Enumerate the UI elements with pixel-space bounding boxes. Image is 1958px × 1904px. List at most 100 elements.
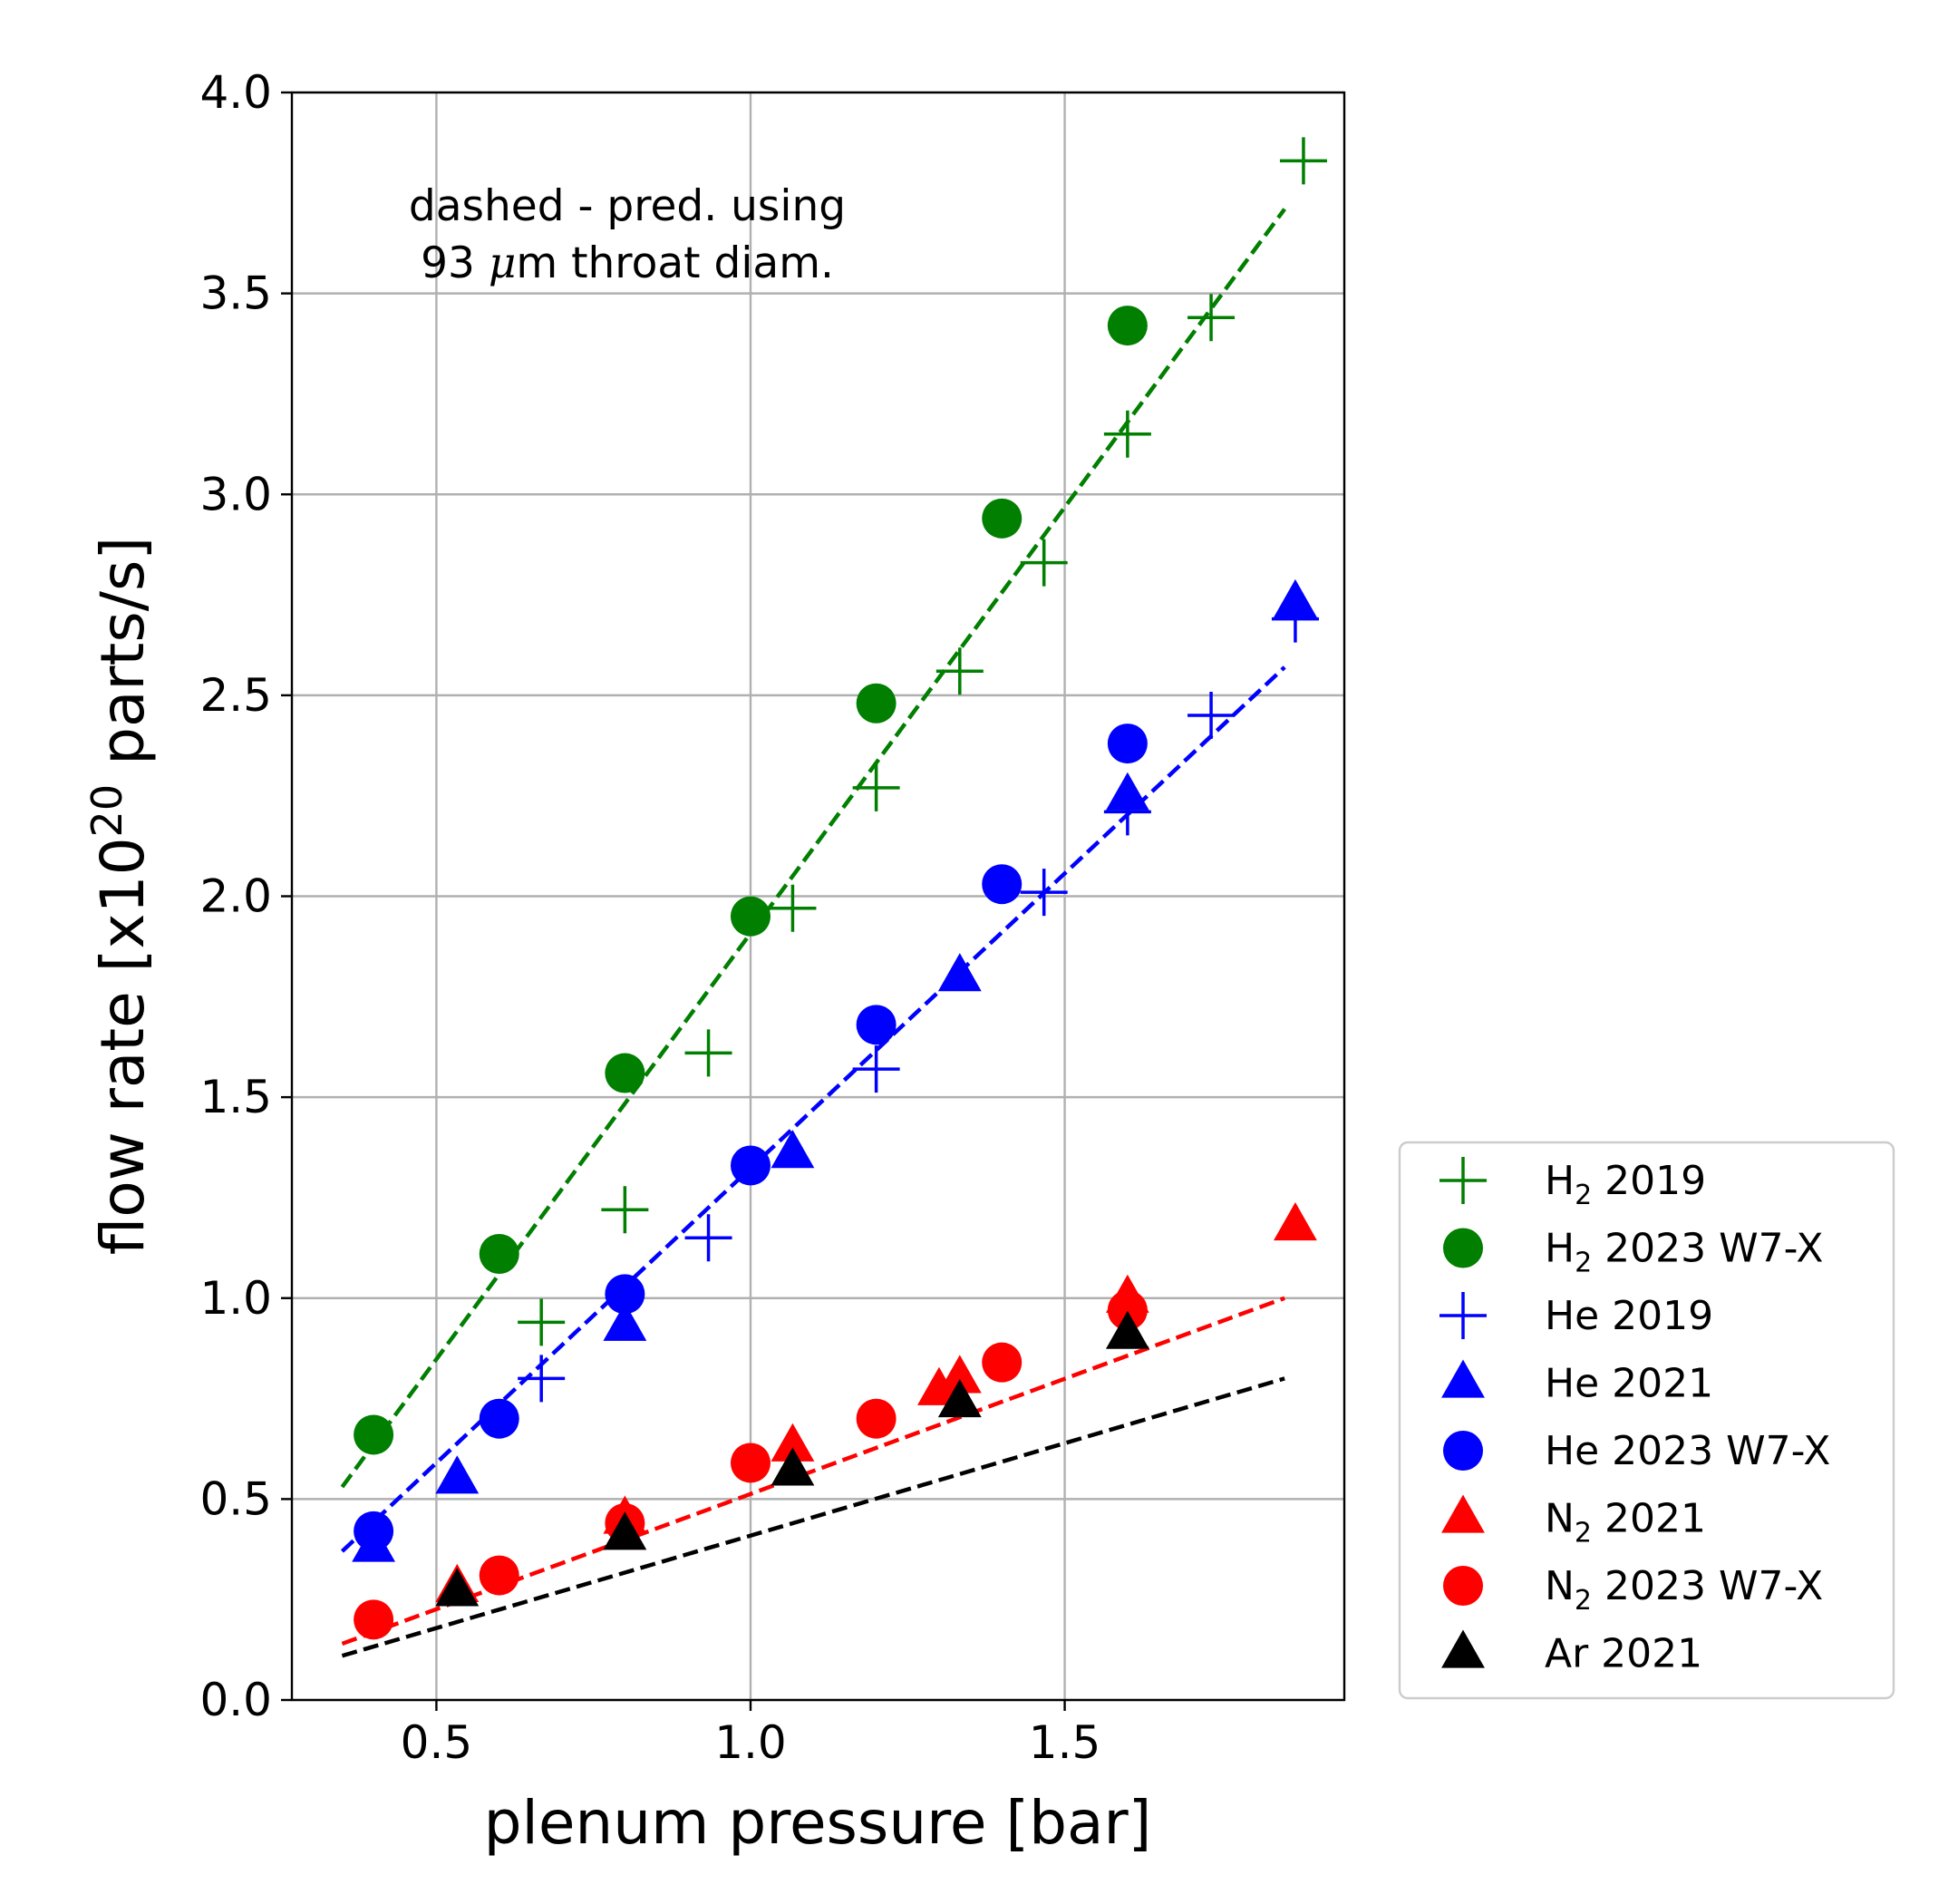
legend-label-n2-2021: N2 2021 (1545, 1496, 1706, 1549)
he-2023-w7-x-point-5 (856, 1005, 897, 1045)
legend-label-subscript: 2 (1575, 1248, 1592, 1279)
n2-2021-point-7 (1274, 1201, 1317, 1241)
legend-label-suffix: 2023 W7-X (1592, 1226, 1823, 1272)
he-2023-w7-x-point-7 (1107, 724, 1148, 764)
n2-2023-w7-x-point-1 (354, 1599, 394, 1640)
he-2019-point-4 (1020, 869, 1068, 917)
legend-label-text: H (1545, 1158, 1575, 1204)
y-tick-label-3.5: 3.5 (199, 267, 272, 320)
legend-label-he-2019: He 2019 (1545, 1293, 1713, 1339)
he-2019-point-6 (1187, 692, 1236, 740)
he-2021-point-5 (937, 953, 982, 992)
legend-label-text: N (1545, 1563, 1575, 1609)
x-tick-label-1.5: 1.5 (1029, 1716, 1101, 1769)
he-2019-point-2 (684, 1214, 732, 1262)
legend-marker-n2-2021 (1441, 1494, 1485, 1533)
h2-2019-point-8 (1103, 410, 1151, 458)
x-tick-label-0.5: 0.5 (401, 1716, 473, 1769)
annotation-line-1: dashed - pred. using (409, 181, 846, 231)
x-axis-label: plenum pressure [bar] (484, 1788, 1152, 1858)
legend-label-ar-2021: Ar 2021 (1545, 1631, 1702, 1677)
legend-label-n2-2023-w7-x: N2 2023 W7-X (1545, 1563, 1823, 1617)
n2-2021-point-3 (771, 1423, 815, 1462)
legend-label-h2-2019: H2 2019 (1545, 1158, 1706, 1211)
h2-2019-point-3 (684, 1029, 732, 1077)
ar-2021-point-5 (1105, 1310, 1149, 1349)
series-h2-2023-w7-x (354, 306, 1148, 1455)
y-tick-label-0.0: 0.0 (199, 1674, 272, 1726)
y-tick-label-2.5: 2.5 (199, 669, 272, 722)
annotation-line-2-prefix: 93 (421, 238, 489, 288)
h2-2019-point-7 (1020, 539, 1068, 587)
legend-marker-ar-2021 (1441, 1629, 1485, 1668)
y-tick-label-1.0: 1.0 (199, 1272, 272, 1325)
h2-2019-point-5 (852, 763, 900, 811)
annotation-line-2-suffix: m throat diam. (516, 238, 834, 288)
legend-label-subscript: 2 (1575, 1518, 1592, 1549)
ar-2021-point-2 (603, 1511, 647, 1550)
h2-2023-w7-x-point-2 (479, 1233, 519, 1274)
series-he-2023-w7-x (354, 724, 1148, 1551)
data-markers (352, 137, 1327, 1640)
y-tick-label-0.5: 0.5 (199, 1472, 272, 1525)
annotation-line-2: 93 μm throat diam. (421, 238, 834, 288)
n2-2021-point-5 (937, 1355, 982, 1394)
legend-marker-he-2021 (1441, 1359, 1485, 1398)
y-tick-label-4.0: 4.0 (199, 66, 272, 119)
n2-2023-w7-x-point-5 (856, 1398, 897, 1439)
y-axis-label-prefix: flow rate [x10 (88, 837, 158, 1255)
h2-2019-point-1 (518, 1298, 566, 1346)
legend-label-suffix: 2019 (1592, 1158, 1706, 1204)
h2-2023-w7-x-point-3 (605, 1053, 645, 1093)
he-2023-w7-x-point-3 (605, 1274, 645, 1315)
legend-marker-h2-2023-w7-x (1443, 1228, 1483, 1268)
h2-2023-w7-x-point-6 (982, 498, 1023, 539)
h2-2019-point-10 (1279, 137, 1327, 185)
he-2023-w7-x-point-1 (354, 1511, 394, 1551)
he-2023-w7-x-point-6 (982, 864, 1023, 905)
h2-2023-w7-x-point-4 (730, 896, 771, 937)
n2-2021-point-4 (917, 1366, 961, 1405)
he-2021-point-4 (771, 1130, 815, 1169)
he-2023-w7-x-point-4 (730, 1145, 771, 1186)
he-2021-point-2 (435, 1455, 480, 1494)
legend-label-text: He 2021 (1545, 1361, 1713, 1407)
h2-2019-point-2 (601, 1186, 649, 1234)
y-tick-label-2.0: 2.0 (199, 870, 272, 923)
legend-label-suffix: 2021 (1592, 1496, 1706, 1542)
n2-2023-w7-x-point-7 (1107, 1290, 1148, 1331)
ar-2021-point-3 (771, 1447, 815, 1486)
legend-label-h2-2023-w7-x: H2 2023 W7-X (1545, 1226, 1823, 1279)
axis-ticks: 0.5 1.0 1.5 0.0 0.5 1.0 1.5 2.0 2.5 3.0 3.5 4.0 (199, 66, 1100, 1769)
legend-label-text: H (1545, 1226, 1575, 1272)
he-2021-point-3 (603, 1302, 647, 1341)
y-tick-label-1.5: 1.5 (199, 1071, 272, 1123)
legend-label-text: N (1545, 1496, 1575, 1542)
h2-2019-point-9 (1187, 294, 1236, 342)
grid (292, 91, 1344, 1702)
legend-label-subscript: 2 (1575, 1180, 1592, 1211)
ar-2021-point-4 (937, 1378, 982, 1418)
series-ar-2021 (435, 1310, 1149, 1607)
y-tick-label-3.0: 3.0 (199, 468, 272, 520)
y-axis-label: flow rate [x1020 parts/s] (82, 537, 158, 1255)
n2-2023-w7-x-point-6 (982, 1342, 1023, 1383)
legend-marker-n2-2023-w7-x (1443, 1566, 1483, 1606)
x-tick-label-1.0: 1.0 (714, 1716, 787, 1769)
legend-label-text: He 2019 (1545, 1293, 1713, 1339)
h2-2019-point-4 (769, 884, 817, 932)
ar-2021-point-1 (435, 1568, 480, 1607)
legend-marker-h2-2019 (1439, 1157, 1487, 1204)
h2-2023-w7-x-point-1 (354, 1414, 394, 1455)
h2-2023-w7-x-point-7 (1107, 306, 1148, 346)
legend-label-he-2023-w7-x: He 2023 W7-X (1545, 1428, 1830, 1474)
he-2019-point-5 (1103, 788, 1151, 836)
series-h2-2019 (518, 137, 1327, 1346)
h2-2023-w7-x-point-5 (856, 683, 897, 724)
annotation-mu-symbol: μ (489, 238, 517, 288)
legend-marker-he-2023-w7-x (1443, 1431, 1483, 1471)
he-2023-w7-x-point-2 (479, 1398, 519, 1439)
